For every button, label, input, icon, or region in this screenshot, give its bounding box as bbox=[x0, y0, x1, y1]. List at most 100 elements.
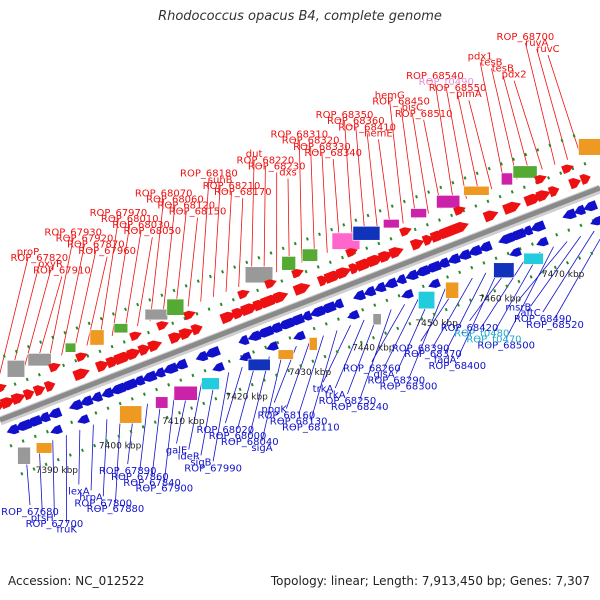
reverse-gene bbox=[288, 313, 305, 326]
reverse-gene bbox=[363, 285, 377, 297]
gene-block bbox=[578, 138, 600, 156]
forward-gene bbox=[237, 289, 250, 300]
reverse-gene-label: ROP_68250 bbox=[319, 396, 377, 407]
reverse-gene bbox=[333, 298, 345, 309]
label-leader bbox=[137, 237, 153, 327]
label-leader bbox=[111, 224, 131, 336]
reverse-gene-label: ROP_68020 bbox=[197, 425, 255, 436]
forward-gene bbox=[568, 178, 581, 190]
label-leader bbox=[35, 276, 63, 366]
reverse-gene-label: glsA bbox=[373, 370, 394, 381]
forward-gene-label: ROP_68010 bbox=[101, 214, 159, 225]
reverse-gene-label: ROP_67900 bbox=[135, 484, 193, 495]
label-leader bbox=[554, 238, 600, 319]
kbp-tick-label: 7440 kbp bbox=[352, 343, 395, 353]
forward-gene bbox=[48, 362, 61, 373]
forward-gene-label: hemG bbox=[375, 90, 405, 101]
label-leader bbox=[530, 235, 581, 307]
label-leader bbox=[355, 127, 366, 239]
reverse-gene-label: ROP_68390 bbox=[392, 343, 450, 354]
label-leader bbox=[310, 330, 338, 421]
gene-block bbox=[27, 353, 52, 367]
label-leader bbox=[298, 140, 303, 263]
forward-gene bbox=[534, 174, 547, 185]
forward-gene bbox=[377, 251, 394, 263]
reverse-gene-label: ROP_67860 bbox=[111, 472, 169, 483]
forward-gene-label: suhB bbox=[208, 175, 233, 186]
forward-gene bbox=[32, 385, 46, 397]
label-leader bbox=[502, 74, 531, 175]
forward-gene-label: ROP_68220 bbox=[237, 155, 295, 166]
gene-block bbox=[410, 208, 427, 218]
forward-gene bbox=[335, 267, 352, 280]
reverse-gene bbox=[14, 418, 33, 431]
label-leader bbox=[115, 414, 121, 503]
forward-gene-label: ROP_68180 bbox=[180, 169, 238, 180]
forward-gene-label: ROP_68030 bbox=[112, 220, 170, 231]
forward-gene-label: ROP_68360 bbox=[327, 116, 385, 127]
label-leader bbox=[547, 54, 581, 156]
label-leader bbox=[149, 199, 165, 322]
gene-block bbox=[418, 291, 436, 310]
forward-gene bbox=[94, 360, 110, 373]
forward-gene bbox=[547, 186, 560, 198]
reverse-gene bbox=[414, 265, 431, 277]
forward-gene-label: ROP_68700 bbox=[497, 32, 555, 43]
forward-gene-label: ROP_68320 bbox=[282, 136, 340, 147]
reverse-gene bbox=[405, 269, 419, 280]
label-leader bbox=[238, 198, 244, 287]
forward-gene-label: hemE bbox=[364, 128, 393, 139]
forward-gene-label: ROP_68050 bbox=[124, 226, 182, 237]
reverse-gene-label: ROP_68420 bbox=[441, 323, 499, 334]
reverse-gene-label: ROP_t0470 bbox=[466, 335, 521, 346]
reverse-gene-label: ROP_68500 bbox=[477, 340, 535, 351]
reverse-gene bbox=[590, 215, 600, 226]
label-leader bbox=[444, 272, 487, 354]
reverse-gene-label: fruK bbox=[56, 525, 77, 536]
forward-gene-label: ROP_67820 bbox=[10, 253, 68, 264]
label-leader bbox=[445, 87, 467, 199]
reverse-gene-label: ROP_68370 bbox=[404, 349, 462, 360]
reverse-gene-label: ROP_68110 bbox=[282, 422, 340, 433]
forward-gene bbox=[388, 247, 404, 259]
gene-block bbox=[372, 313, 382, 326]
reverse-gene-label: ptsH bbox=[31, 513, 54, 524]
kbp-tick-label: 7400 kbp bbox=[99, 441, 142, 451]
forward-gene bbox=[178, 328, 194, 340]
gene-block bbox=[201, 377, 220, 390]
forward-gene-label: oxyR bbox=[38, 259, 63, 270]
forward-gene bbox=[292, 283, 311, 296]
label-leader bbox=[542, 230, 595, 313]
label-leader bbox=[434, 81, 455, 204]
reverse-gene bbox=[401, 288, 414, 299]
gene-block bbox=[436, 195, 461, 209]
label-leader bbox=[322, 325, 351, 383]
reverse-gene-label: ROP_68160 bbox=[258, 411, 316, 422]
reverse-gene-label: ROP_68300 bbox=[380, 381, 438, 392]
label-leader bbox=[139, 403, 148, 470]
label-leader bbox=[0, 257, 29, 375]
label-leader bbox=[99, 218, 119, 341]
kbp-tick-label: 7460 kbp bbox=[479, 294, 522, 304]
label-leader bbox=[400, 107, 417, 219]
forward-gene-label: ROP_68540 bbox=[406, 71, 464, 82]
reverse-gene bbox=[277, 317, 295, 330]
reverse-gene bbox=[101, 387, 114, 398]
reverse-gene bbox=[268, 322, 283, 333]
reverse-gene-label: ROP_68000 bbox=[209, 431, 267, 442]
reverse-gene-label: ROP_67700 bbox=[26, 519, 84, 530]
label-leader bbox=[378, 139, 391, 229]
forward-gene bbox=[126, 348, 141, 361]
kbp-tick-label: 7410 kbp bbox=[162, 417, 205, 427]
gene-block bbox=[35, 442, 53, 454]
gene-block bbox=[445, 281, 459, 299]
kbp-tick-label: 7430 kbp bbox=[289, 368, 332, 378]
forward-gene bbox=[147, 340, 163, 353]
reverse-gene bbox=[347, 309, 360, 320]
gene-block bbox=[383, 219, 400, 229]
label-leader bbox=[187, 217, 198, 307]
reverse-gene bbox=[384, 277, 399, 289]
reverse-gene bbox=[562, 208, 577, 220]
